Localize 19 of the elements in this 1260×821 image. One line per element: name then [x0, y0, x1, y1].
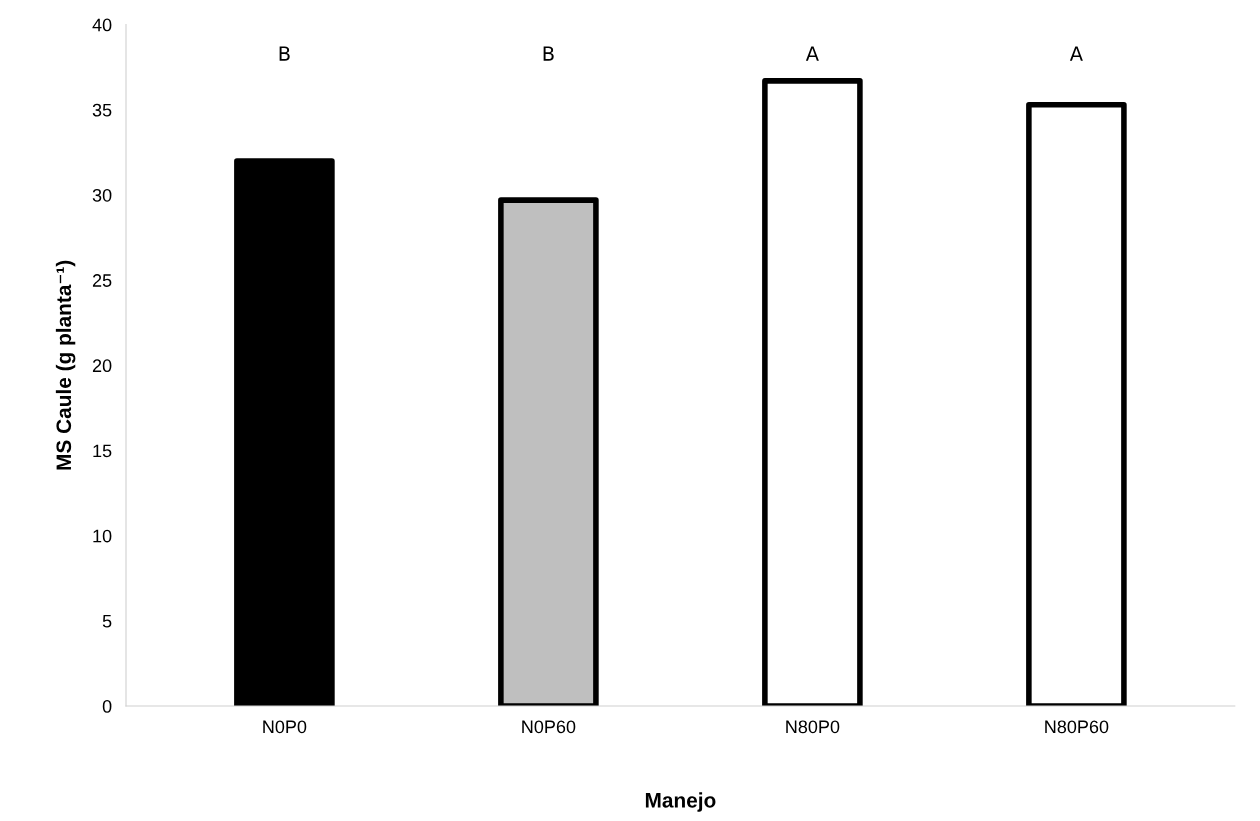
- y-tick-label: 20: [92, 359, 112, 373]
- y-tick-label: 25: [92, 274, 112, 287]
- x-tick-label: N0P0: [263, 720, 307, 734]
- y-tick-label: 40: [92, 18, 112, 32]
- y-tick-label: 15: [93, 444, 112, 458]
- x-tick-label: N0P60: [522, 720, 576, 734]
- y-tick-label: 10: [93, 529, 112, 543]
- annotation: A: [805, 46, 819, 61]
- x-axis-title: Manejo: [645, 792, 716, 812]
- y-axis-title: MS Caule (g planta⁻¹): [55, 260, 76, 470]
- annotation: A: [1069, 46, 1083, 61]
- annotation: B: [279, 46, 290, 61]
- x-tick-label: N80P60: [1045, 720, 1109, 734]
- x-tick-label: N80P0: [786, 720, 840, 734]
- y-tick-label: 0: [102, 699, 112, 713]
- annotation: B: [543, 46, 554, 61]
- y-tick-label: 35: [92, 103, 112, 117]
- y-tick-label: 30: [92, 188, 112, 202]
- y-tick-label: 5: [102, 615, 112, 628]
